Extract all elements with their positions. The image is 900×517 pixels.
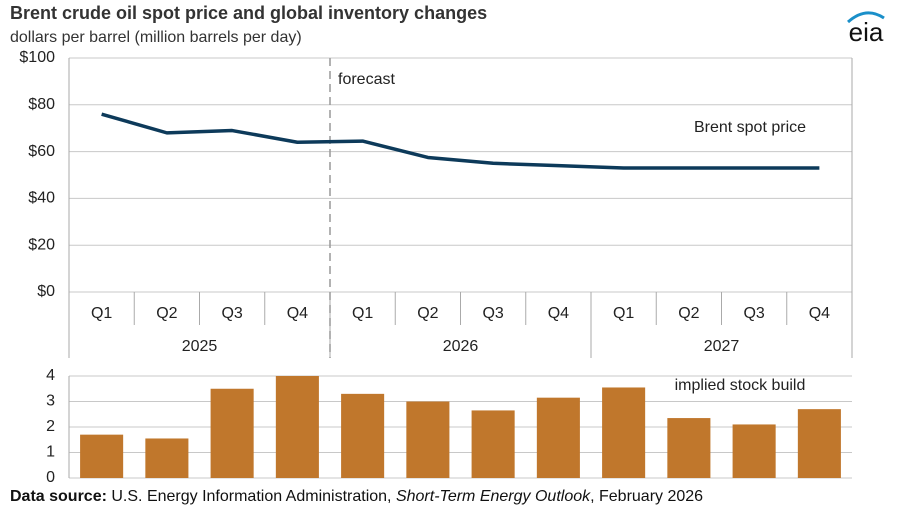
- series-label: implied stock build: [675, 377, 806, 394]
- x-tick-label: Q2: [678, 305, 699, 322]
- bar: [275, 376, 319, 478]
- source-note: Data source: U.S. Energy Information Adm…: [10, 488, 703, 505]
- bar: [536, 397, 580, 478]
- x-tick-label: Q3: [743, 305, 764, 322]
- source-text: U.S. Energy Information Administration,: [111, 488, 391, 505]
- x-tick-label: Q1: [613, 305, 634, 322]
- source-publication: Short-Term Energy Outlook: [396, 488, 591, 505]
- x-group-label: 2026: [443, 338, 479, 355]
- y-tick-label: 1: [46, 444, 55, 461]
- forecast-label: forecast: [338, 71, 395, 88]
- x-tick-label: Q4: [548, 305, 569, 322]
- bar: [406, 401, 450, 478]
- x-tick-label: Q3: [482, 305, 503, 322]
- bar: [667, 418, 711, 478]
- chart-subtitle: dollars per barrel (million barrels per …: [10, 29, 302, 46]
- y-tick-label: $100: [19, 49, 55, 66]
- bar: [471, 410, 515, 478]
- x-tick-label: Q1: [352, 305, 373, 322]
- source-label: Data source:: [10, 488, 107, 505]
- bar: [732, 424, 776, 478]
- series-label: Brent spot price: [694, 119, 806, 136]
- x-group-label: 2027: [704, 338, 740, 355]
- x-tick-label: Q3: [221, 305, 242, 322]
- y-tick-label: 0: [46, 469, 55, 486]
- bar: [145, 438, 189, 478]
- line-series: [101, 112, 820, 170]
- y-tick-label: 2: [46, 418, 55, 435]
- logo-arc: [847, 11, 885, 24]
- bar: [797, 409, 841, 478]
- bar: [602, 387, 646, 478]
- source-date: , February 2026: [590, 488, 703, 505]
- y-tick-label: $20: [28, 236, 55, 253]
- y-tick-label: $60: [28, 143, 55, 160]
- y-tick-label: 3: [46, 393, 55, 410]
- chart-title: Brent crude oil spot price and global in…: [10, 3, 487, 23]
- x-tick-label: Q4: [287, 305, 308, 322]
- x-tick-label: Q4: [809, 305, 830, 322]
- bar: [80, 434, 124, 478]
- y-tick-label: 4: [46, 367, 55, 384]
- y-tick-label: $40: [28, 190, 55, 207]
- x-tick-label: Q2: [417, 305, 438, 322]
- bar: [210, 388, 254, 478]
- x-tick-label: Q2: [156, 305, 177, 322]
- y-tick-label: $0: [37, 283, 55, 300]
- x-tick-label: Q1: [91, 305, 112, 322]
- x-group-label: 2025: [182, 338, 218, 355]
- logo: eia: [847, 11, 885, 47]
- bar: [341, 393, 385, 478]
- logo-text: eia: [849, 17, 884, 47]
- y-tick-label: $80: [28, 96, 55, 113]
